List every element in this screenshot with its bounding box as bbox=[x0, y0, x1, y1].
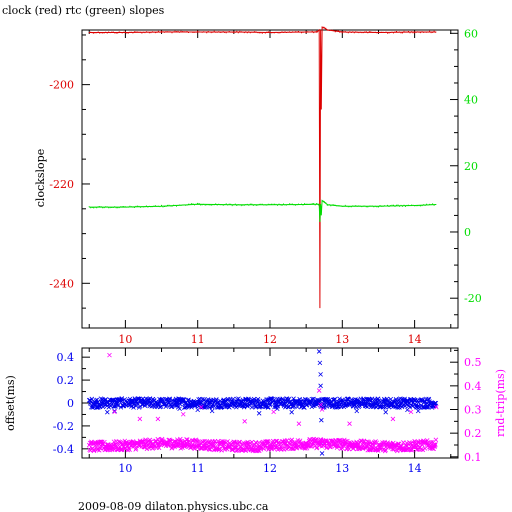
rtc-line-noise bbox=[88, 200, 437, 209]
bottom-series bbox=[86, 349, 439, 456]
top-y2-tick-label: 60 bbox=[464, 27, 478, 40]
top-y2-tick-label: 0 bbox=[464, 226, 471, 239]
bottom-x-tick-label: 11 bbox=[191, 462, 205, 475]
top-tick-marks bbox=[82, 30, 458, 328]
offset-points bbox=[86, 396, 439, 410]
rnd-trip-tick-label: 0.2 bbox=[464, 427, 482, 440]
offset-tick-label: 0.2 bbox=[57, 374, 75, 387]
rnd-trip-points bbox=[86, 436, 439, 454]
clock-line-noise bbox=[88, 26, 437, 34]
bottom-chart: 10 11 12 13 14 0.4 0.2 0 -0.2 -0.4 0.5 0.4 0.3 0.2 0.1… bbox=[4, 347, 507, 475]
top-plot-frame bbox=[81, 29, 459, 329]
top-y-axis-label: clockslope bbox=[34, 149, 47, 207]
offset-axis-label: offset(ms) bbox=[4, 375, 17, 431]
top-x-tick-label: 10 bbox=[118, 333, 132, 346]
rnd-trip-tick-label: 0.5 bbox=[464, 356, 482, 369]
clock-line bbox=[89, 26, 437, 309]
bottom-x-tick-label: 10 bbox=[118, 462, 132, 475]
top-y2-tick-label: 40 bbox=[464, 94, 478, 107]
rnd-trip-tick-label: 0.1 bbox=[464, 451, 482, 464]
top-y-tick-label: -200 bbox=[49, 79, 74, 92]
top-x-tick-label: 14 bbox=[408, 333, 422, 346]
top-series bbox=[88, 26, 437, 309]
rnd-trip-tick-label: 0.3 bbox=[464, 404, 482, 417]
rnd-trip-axis-label: rnd-trip(ms) bbox=[494, 369, 507, 437]
chart-title: clock (red) rtc (green) slopes bbox=[2, 4, 165, 17]
top-y-tick-label: -220 bbox=[49, 178, 74, 191]
offset-tick-label: -0.4 bbox=[53, 443, 74, 456]
offset-tick-label: 0 bbox=[67, 397, 74, 410]
offset-tick-label: -0.2 bbox=[53, 420, 74, 433]
top-x-tick-label: 13 bbox=[335, 333, 349, 346]
top-chart: 10 11 12 13 14 -200 -220 -240 60 40 20 0 -20 clocksl… bbox=[34, 26, 482, 346]
bottom-x-tick-label: 12 bbox=[263, 462, 277, 475]
rnd-trip-outlier-points bbox=[107, 352, 439, 426]
footer-text: 2009-08-09 dilaton.physics.ubc.ca bbox=[78, 500, 269, 512]
bottom-x-tick-label: 13 bbox=[335, 462, 349, 475]
rnd-trip-tick-label: 0.4 bbox=[464, 380, 482, 393]
top-y-tick-label: -240 bbox=[49, 277, 74, 290]
bottom-x-tick-label: 14 bbox=[408, 462, 422, 475]
top-x-tick-label: 11 bbox=[191, 333, 205, 346]
top-y2-tick-label: -20 bbox=[464, 292, 482, 305]
bottom-tick-labels: 10 11 12 13 14 0.4 0.2 0 -0.2 -0.4 0.5 0.4 0.3 0.2 0.1 bbox=[53, 351, 482, 475]
top-tick-labels: 10 11 12 13 14 -200 -220 -240 60 40 20 0 -20 bbox=[49, 27, 481, 346]
offset-outlier-points bbox=[105, 349, 432, 456]
top-x-tick-label: 12 bbox=[263, 333, 277, 346]
top-y2-tick-label: 20 bbox=[464, 160, 478, 173]
offset-tick-label: 0.4 bbox=[57, 351, 75, 364]
